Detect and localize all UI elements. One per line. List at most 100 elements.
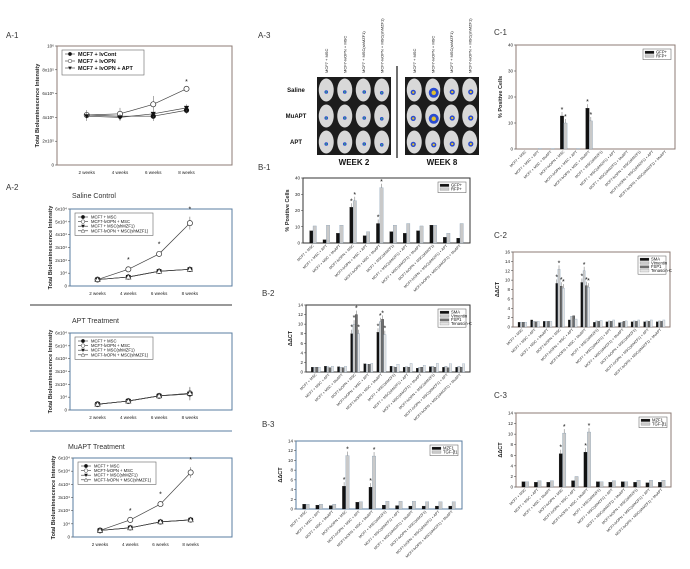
y-tick-label: 40	[508, 43, 514, 48]
data-point	[158, 501, 163, 506]
bar	[648, 321, 650, 327]
bar	[377, 332, 379, 372]
row-label: MuAPT	[286, 114, 307, 120]
bar	[380, 188, 383, 243]
bar	[533, 321, 535, 327]
legend-swatch	[440, 315, 449, 318]
bar	[372, 456, 375, 509]
bar	[646, 483, 649, 487]
mouse-image	[374, 79, 389, 102]
data-point	[157, 251, 162, 256]
x-tick-label: 8 weeks	[182, 291, 199, 296]
significance-star: *	[583, 262, 586, 269]
bar	[421, 367, 423, 372]
legend-label: MCF7 + lvOPN + APT	[78, 66, 133, 72]
bar	[550, 321, 552, 327]
legend-swatch	[440, 184, 449, 187]
bar	[419, 367, 421, 372]
bar	[593, 322, 595, 327]
chart-a2: Saline Control010⁴2x10⁴3x10⁴4x10⁴5x10⁴6x…	[48, 193, 232, 296]
y-tick-label: 3x10⁴	[55, 369, 67, 374]
significance-star: *	[377, 323, 380, 330]
bar	[633, 321, 635, 327]
series-2	[97, 518, 193, 533]
significance-star: *	[357, 325, 360, 332]
y-tick-label: 4	[510, 463, 513, 468]
x-tick-label: 6 weeks	[145, 170, 162, 175]
bar	[416, 368, 418, 372]
legend-swatch	[432, 451, 441, 454]
y-axis-label: Total Bioluminescence Intensity	[48, 329, 54, 414]
bar	[462, 364, 464, 372]
bar	[412, 501, 415, 509]
bar	[564, 123, 567, 149]
bar	[376, 224, 379, 244]
bar	[430, 225, 433, 243]
bar	[612, 481, 615, 487]
data-point	[68, 59, 72, 63]
data-point	[84, 469, 88, 473]
y-axis-label: % Positive Cells	[285, 189, 291, 231]
y-tick-label: 6x10⁴	[55, 207, 67, 212]
y-tick-label: 10⁴	[60, 395, 67, 400]
luminescence-core	[412, 91, 414, 93]
y-tick-label: 2	[507, 315, 510, 320]
column-label: MCF7-lvOPN + MSC(shMZF1)	[379, 18, 384, 73]
y-tick-label: 4x10⁴	[55, 356, 67, 361]
bar	[395, 367, 397, 372]
bar	[650, 320, 652, 327]
chart-title: Saline Control	[72, 193, 116, 200]
y-axis-label: Total Bioluminescence Intensity	[35, 63, 41, 148]
y-tick-label: 2	[300, 360, 303, 365]
y-tick-label: 4x10⁴	[55, 232, 67, 237]
significance-star: *	[343, 477, 346, 484]
luminescence-core	[381, 144, 383, 146]
significance-star: *	[158, 241, 161, 248]
y-tick-label: 6x10⁴	[55, 331, 67, 336]
legend-swatch	[640, 258, 649, 261]
bar	[520, 322, 522, 327]
bar	[658, 321, 660, 327]
bar	[384, 335, 386, 372]
bar	[397, 364, 399, 372]
bar	[556, 283, 558, 327]
series-1	[538, 121, 592, 149]
legend-marker	[81, 220, 85, 224]
bar	[392, 367, 394, 372]
significance-star: *	[189, 207, 192, 214]
bar	[538, 148, 541, 149]
luminescence-core	[432, 91, 437, 96]
y-tick-label: 12	[508, 421, 514, 426]
legend-swatch	[640, 266, 649, 269]
bar	[316, 505, 319, 509]
y-tick-label: 2x10⁴	[55, 258, 67, 263]
legend-marker	[81, 344, 85, 348]
y-tick-label: 0	[507, 325, 510, 330]
y-tick-label: 3x10⁴	[58, 495, 70, 500]
bar	[644, 322, 646, 327]
panel-label-a2: A-2	[6, 183, 19, 192]
bar	[435, 506, 438, 509]
bar	[390, 366, 392, 372]
y-tick-label: 20	[295, 208, 301, 213]
bar	[310, 231, 313, 243]
bar	[572, 481, 575, 487]
y-tick-label: 10	[288, 458, 294, 463]
y-axis-label: % Positive Cells	[498, 76, 504, 118]
y-tick-label: 0	[510, 147, 513, 152]
bar	[534, 482, 537, 487]
legend-label: MCF7-lvOPN + MSC(shMZF1)	[91, 352, 149, 357]
legend-swatch	[440, 319, 449, 322]
y-tick-label: 0	[510, 485, 513, 490]
bar	[548, 321, 550, 327]
bar	[449, 506, 452, 509]
legend-marker	[81, 339, 85, 343]
mouse-image	[425, 131, 440, 154]
y-tick-label: 0	[67, 535, 70, 540]
y-tick-label: 2	[290, 497, 293, 502]
mouse-image	[356, 79, 371, 102]
y-tick-label: 5x10⁴	[55, 343, 67, 348]
bar	[316, 367, 318, 372]
y-tick-label: 2x10⁴	[55, 382, 67, 387]
bar	[329, 506, 332, 509]
